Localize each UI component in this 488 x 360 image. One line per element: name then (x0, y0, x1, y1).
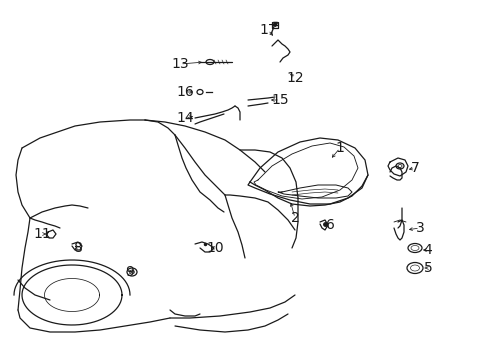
Text: 8: 8 (73, 241, 82, 255)
Text: 6: 6 (325, 218, 334, 232)
Text: 14: 14 (176, 111, 193, 125)
Text: 5: 5 (423, 261, 431, 275)
Text: 9: 9 (125, 265, 134, 279)
Text: 13: 13 (171, 57, 188, 71)
Text: 15: 15 (271, 93, 288, 107)
Text: 1: 1 (335, 141, 344, 155)
Text: 11: 11 (33, 227, 51, 241)
Text: 17: 17 (259, 23, 276, 37)
Text: 7: 7 (410, 161, 419, 175)
Text: 3: 3 (415, 221, 424, 235)
Text: 10: 10 (206, 241, 224, 255)
Text: 12: 12 (285, 71, 303, 85)
Text: 16: 16 (176, 85, 193, 99)
Text: 4: 4 (423, 243, 431, 257)
Text: 2: 2 (290, 211, 299, 225)
